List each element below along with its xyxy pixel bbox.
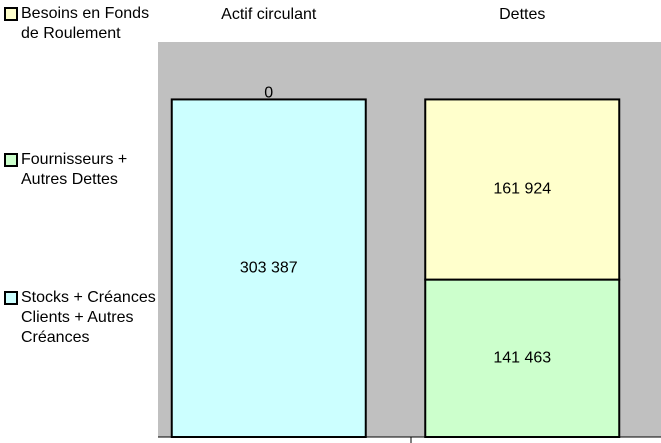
legend-item: Besoins en Fonds de Roulement	[4, 4, 156, 44]
legend-swatch	[4, 153, 18, 167]
legend-label: Besoins en Fonds de Roulement	[21, 5, 150, 42]
data-label: 161 924	[493, 181, 551, 198]
x-tick-label: Dettes	[499, 6, 545, 23]
legend-swatch	[4, 7, 18, 21]
legend-item: Stocks + Créances Clients + Autres Créan…	[4, 288, 156, 348]
data-label: 0	[264, 85, 273, 102]
legend-label: Fournisseurs + Autres Dettes	[21, 151, 128, 188]
x-tick-label: Actif circulant	[221, 6, 317, 23]
bar-segment	[170, 98, 367, 438]
legend-item: Fournisseurs + Autres Dettes	[4, 150, 156, 190]
legend-swatch	[4, 291, 18, 305]
data-label: 141 463	[493, 350, 551, 367]
legend-label: Stocks + Créances Clients + Autres Créan…	[21, 289, 156, 346]
data-label: 303 387	[240, 259, 298, 276]
bar-segment	[424, 98, 621, 281]
